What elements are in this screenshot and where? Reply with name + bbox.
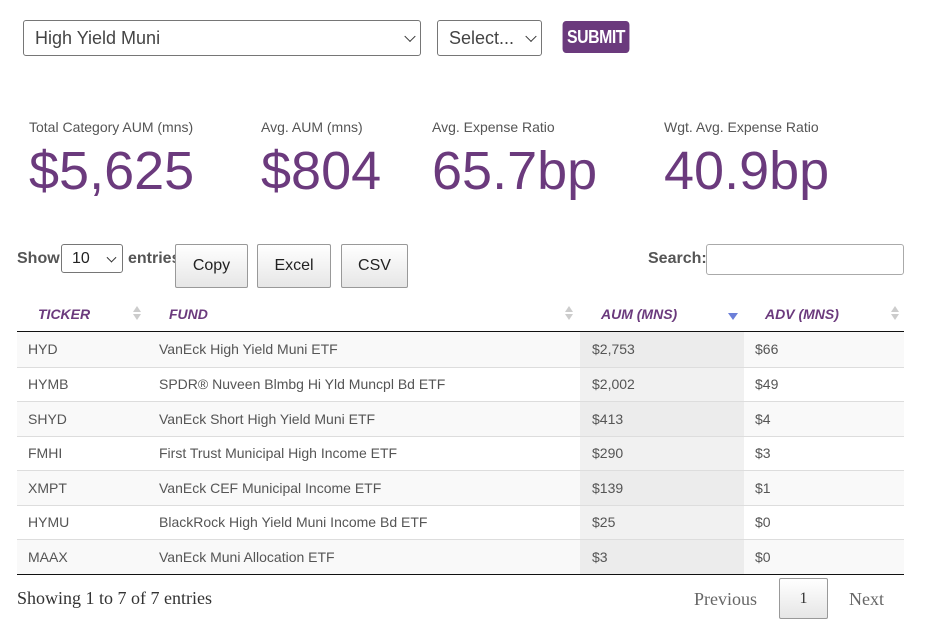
funds-table: TICKER FUND AUM (MNS) ADV (MNS) HYD VanE… [17,296,904,575]
chevron-down-icon [404,30,416,43]
subcategory-select[interactable]: Select... [437,20,542,56]
cell-aum: $2,753 [580,332,744,367]
column-header-ticker[interactable]: TICKER [38,306,91,322]
stat-avg-expense-ratio: Avg. Expense Ratio 65.7bp [432,119,597,201]
stat-wgt-avg-expense-ratio: Wgt. Avg. Expense Ratio 40.9bp [664,119,829,201]
stat-value: 65.7bp [432,141,598,201]
cell-ticker: HYMU [28,514,70,531]
previous-page-button[interactable]: Previous [694,589,757,609]
category-select-value: High Yield Muni [35,27,161,48]
table-row: HYMU BlackRock High Yield Muni Income Bd… [17,504,904,539]
entries-per-page-select[interactable]: 10 [61,244,123,273]
subcategory-select-value: Select... [449,27,515,48]
cell-fund: BlackRock High Yield Muni Income Bd ETF [159,514,428,531]
stat-label: Avg. AUM (mns) [261,119,363,135]
stat-label: Avg. Expense Ratio [432,119,555,135]
show-label: Show [17,250,60,267]
cell-ticker: XMPT [28,479,67,496]
search-label: Search: [648,250,707,267]
cell-adv: $0 [755,548,771,565]
cell-adv: $66 [755,341,779,358]
table-info: Showing 1 to 7 of 7 entries [17,588,212,608]
table-row: FMHI First Trust Municipal High Income E… [17,435,904,470]
csv-button[interactable]: CSV [341,244,408,288]
sort-descending-icon [728,313,738,320]
column-header-adv[interactable]: ADV (MNS) [765,306,839,322]
cell-ticker: MAAX [28,548,68,565]
cell-ticker: SHYD [28,410,67,427]
copy-button[interactable]: Copy [175,244,248,288]
entries-select-value: 10 [72,249,90,267]
cell-ticker: FMHI [28,445,63,462]
column-header-aum[interactable]: AUM (MNS) [601,306,678,322]
table-row: MAAX VanEck Muni Allocation ETF $3 $0 [17,539,904,574]
search-input[interactable] [706,244,904,275]
cell-aum: $413 [580,402,744,436]
excel-button[interactable]: Excel [257,244,331,288]
stat-avg-aum: Avg. AUM (mns) $804 [261,119,381,201]
cell-fund: VanEck Short High Yield Muni ETF [159,410,376,427]
sort-icon [891,306,899,322]
table-body: HYD VanEck High Yield Muni ETF $2,753 $6… [17,332,904,575]
entries-label: entries [128,250,181,267]
cell-aum: $25 [580,505,744,539]
sort-icon [133,306,141,322]
cell-fund: VanEck High Yield Muni ETF [159,341,338,358]
column-header-fund[interactable]: FUND [169,306,208,322]
chevron-down-icon [525,30,537,43]
next-page-button[interactable]: Next [849,589,884,609]
cell-fund: SPDR® Nuveen Blmbg Hi Yld Muncpl Bd ETF [159,376,446,393]
table-row: HYMB SPDR® Nuveen Blmbg Hi Yld Muncpl Bd… [17,366,904,401]
table-row: XMPT VanEck CEF Municipal Income ETF $13… [17,470,904,505]
stat-value: $804 [261,141,382,201]
stat-value: 40.9bp [664,141,830,201]
submit-button[interactable]: SUBMIT [562,21,630,53]
stat-label: Wgt. Avg. Expense Ratio [664,119,819,135]
cell-adv: $0 [755,514,771,531]
cell-fund: VanEck Muni Allocation ETF [159,548,335,565]
stat-value: $5,625 [29,141,195,201]
cell-aum: $3 [580,540,744,574]
sort-icon [565,306,573,322]
cell-aum: $2,002 [580,367,744,401]
cell-fund: First Trust Municipal High Income ETF [159,445,398,462]
table-header: TICKER FUND AUM (MNS) ADV (MNS) [17,296,904,332]
category-select[interactable]: High Yield Muni [23,20,421,56]
cell-aum: $139 [580,471,744,505]
table-row: HYD VanEck High Yield Muni ETF $2,753 $6… [17,332,904,367]
table-row: SHYD VanEck Short High Yield Muni ETF $4… [17,401,904,436]
cell-ticker: HYMB [28,376,69,393]
cell-fund: VanEck CEF Municipal Income ETF [159,479,382,496]
cell-adv: $49 [755,376,779,393]
cell-adv: $1 [755,479,771,496]
cell-adv: $3 [755,445,771,462]
cell-adv: $4 [755,410,771,427]
page-1-button[interactable]: 1 [779,578,828,619]
cell-ticker: HYD [28,341,58,358]
stat-label: Total Category AUM (mns) [29,119,194,135]
chevron-down-icon [106,252,117,263]
cell-aum: $290 [580,436,744,470]
stat-total-category-aum: Total Category AUM (mns) $5,625 [29,119,194,201]
